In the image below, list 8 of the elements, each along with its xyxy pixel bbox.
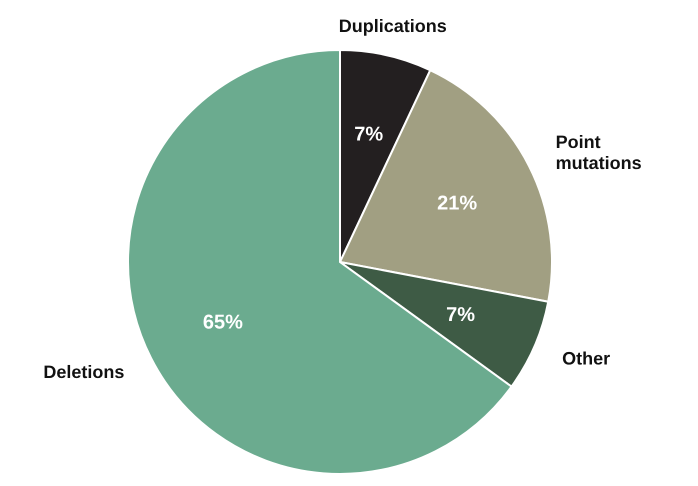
slice-label: Point mutations <box>556 132 642 173</box>
slice-label: Deletions <box>43 362 124 382</box>
slice-label: Other <box>562 348 610 368</box>
data-label: 7% <box>446 304 476 326</box>
slice-label: Duplications <box>338 16 447 36</box>
data-label: 21% <box>437 192 478 214</box>
data-label: 7% <box>354 124 384 146</box>
data-label: 65% <box>202 312 244 334</box>
